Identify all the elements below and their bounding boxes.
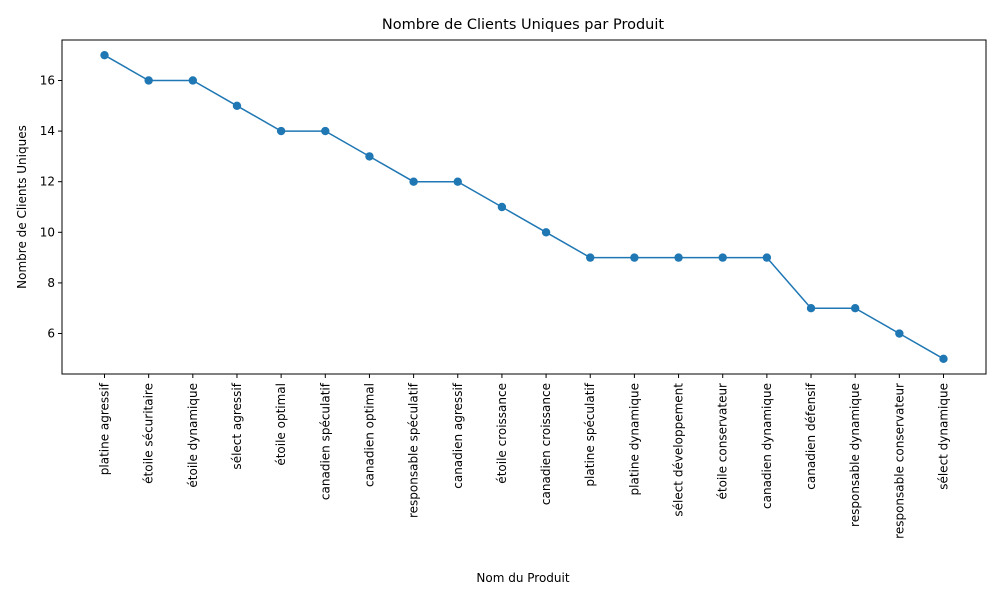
- y-tick-label: 10: [40, 225, 55, 239]
- x-tick-label: étoile sécuritaire: [142, 383, 156, 484]
- x-tick-label: responsable dynamique: [848, 383, 862, 527]
- data-point: [144, 76, 153, 85]
- x-tick-label: canadien spéculatif: [318, 382, 332, 500]
- x-tick-label: étoile conservateur: [716, 383, 730, 500]
- data-point: [895, 329, 904, 338]
- x-tick-label: canadien optimal: [362, 383, 376, 487]
- x-tick-label: platine spéculatif: [583, 382, 597, 486]
- y-tick-label: 16: [40, 73, 55, 87]
- x-tick-label: étoile croissance: [495, 383, 509, 484]
- series-layer: [100, 50, 948, 364]
- series-line: [104, 54, 944, 360]
- y-axis-title: Nombre de Clients Uniques: [15, 125, 29, 289]
- data-point: [674, 253, 683, 262]
- x-tick-label: responsable conservateur: [892, 383, 906, 539]
- data-point: [232, 101, 242, 110]
- data-point: [762, 253, 772, 262]
- x-tick-label: canadien agressif: [451, 382, 465, 489]
- data-point: [409, 177, 418, 186]
- data-point: [497, 202, 507, 212]
- data-point: [806, 304, 816, 313]
- x-tick-label: platine agressif: [98, 382, 112, 475]
- y-tick-label: 14: [40, 124, 55, 138]
- x-tick-label: responsable spéculatif: [407, 382, 421, 518]
- x-axis-title: Nom du Produit: [476, 571, 569, 585]
- x-tick-label: étoile optimal: [274, 383, 288, 466]
- data-point: [276, 126, 286, 136]
- y-axis: 6 8 10 12 14 16: [40, 73, 62, 341]
- data-point: [939, 354, 948, 364]
- x-axis: platine agressif étoile sécuritaire étoile…: [98, 374, 951, 539]
- chart-title: Nombre de Clients Uniques par Produit: [382, 17, 664, 33]
- data-point: [630, 253, 639, 262]
- x-tick-label: sélect agressif: [230, 382, 244, 469]
- y-tick-label: 6: [47, 327, 55, 341]
- data-point: [188, 76, 198, 85]
- x-tick-label: sélect dynamique: [937, 383, 951, 490]
- data-point: [718, 253, 727, 262]
- x-tick-label: canadien défensif: [804, 382, 818, 489]
- data-point: [453, 177, 462, 186]
- x-tick-label: canadien croissance: [539, 383, 553, 505]
- data-point: [100, 50, 109, 60]
- y-tick-label: 8: [47, 276, 55, 290]
- x-tick-label: sélect développement: [672, 383, 686, 517]
- y-tick-label: 12: [40, 175, 55, 189]
- x-tick-label: canadien dynamique: [760, 383, 774, 509]
- data-point: [541, 228, 551, 237]
- x-tick-label: platine dynamique: [627, 383, 641, 495]
- plot-area: [61, 39, 987, 375]
- data-point: [850, 304, 860, 313]
- x-tick-label: étoile dynamique: [186, 383, 200, 488]
- data-point: [321, 126, 330, 136]
- data-point: [365, 152, 374, 161]
- data-point: [586, 253, 595, 262]
